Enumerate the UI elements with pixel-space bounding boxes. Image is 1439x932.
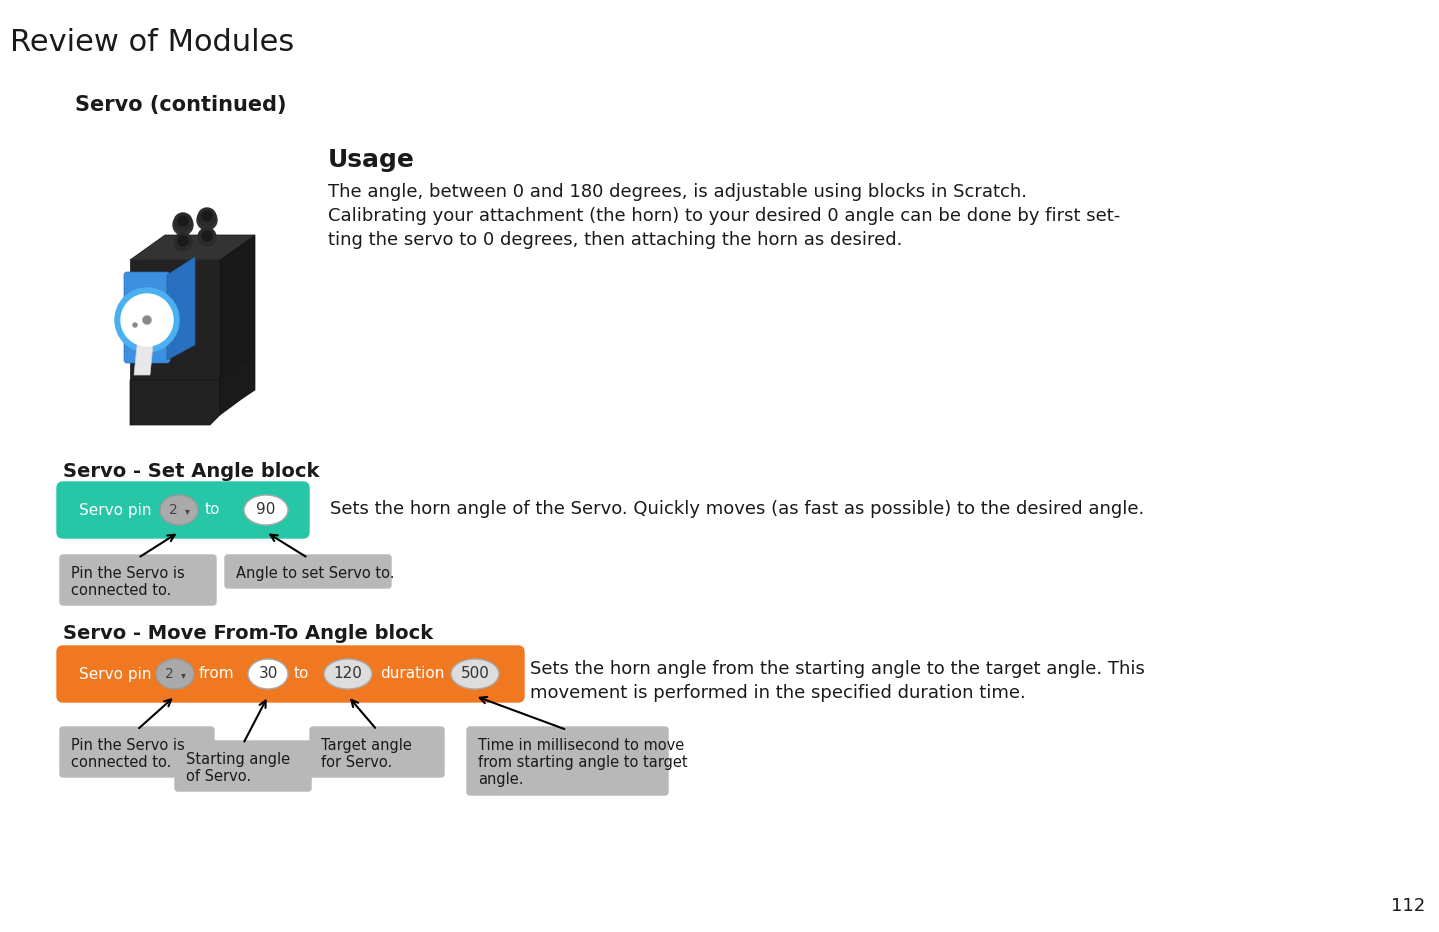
Text: 2: 2 <box>164 667 173 681</box>
Text: to: to <box>294 666 309 681</box>
Text: ▾: ▾ <box>184 506 190 516</box>
Polygon shape <box>130 235 255 260</box>
Text: Time in millisecond to move: Time in millisecond to move <box>478 738 685 753</box>
Circle shape <box>174 213 191 231</box>
Text: ting the servo to 0 degrees, then attaching the horn as desired.: ting the servo to 0 degrees, then attach… <box>328 231 902 249</box>
Text: 500: 500 <box>460 666 489 681</box>
Ellipse shape <box>248 659 288 689</box>
FancyBboxPatch shape <box>176 741 311 791</box>
Circle shape <box>131 321 140 329</box>
FancyBboxPatch shape <box>60 555 216 605</box>
FancyBboxPatch shape <box>58 482 309 538</box>
Text: Sets the horn angle from the starting angle to the target angle. This: Sets the horn angle from the starting an… <box>530 660 1145 678</box>
Circle shape <box>199 208 216 226</box>
Polygon shape <box>167 257 196 360</box>
Circle shape <box>197 230 217 250</box>
FancyBboxPatch shape <box>124 272 170 363</box>
Circle shape <box>173 215 193 235</box>
Circle shape <box>132 323 137 327</box>
Circle shape <box>142 316 151 324</box>
Text: 2: 2 <box>168 503 177 517</box>
Circle shape <box>199 228 216 246</box>
Circle shape <box>178 236 189 246</box>
Text: Target angle: Target angle <box>321 738 412 753</box>
Text: Servo - Set Angle block: Servo - Set Angle block <box>63 462 319 481</box>
Text: Sets the horn angle of the Servo. Quickly moves (as fast as possible) to the des: Sets the horn angle of the Servo. Quickl… <box>330 500 1144 518</box>
Text: 112: 112 <box>1390 897 1425 915</box>
Circle shape <box>178 216 189 226</box>
Ellipse shape <box>245 495 288 525</box>
FancyBboxPatch shape <box>59 663 75 685</box>
Polygon shape <box>220 235 255 380</box>
Text: Servo - Move From-To Angle block: Servo - Move From-To Angle block <box>63 624 433 643</box>
Polygon shape <box>220 355 255 415</box>
Text: angle.: angle. <box>478 772 524 787</box>
Text: connected to.: connected to. <box>71 755 171 770</box>
FancyBboxPatch shape <box>309 727 445 777</box>
Polygon shape <box>130 260 220 380</box>
FancyBboxPatch shape <box>58 646 524 702</box>
Ellipse shape <box>155 659 194 689</box>
Ellipse shape <box>450 659 499 689</box>
Text: Review of Modules: Review of Modules <box>10 28 294 57</box>
Text: from starting angle to target: from starting angle to target <box>478 755 688 770</box>
Text: connected to.: connected to. <box>71 583 171 598</box>
Text: ▾: ▾ <box>180 670 186 680</box>
Text: Pin the Servo is: Pin the Servo is <box>71 738 184 753</box>
Text: Starting angle: Starting angle <box>186 752 291 767</box>
Ellipse shape <box>324 659 373 689</box>
Text: 90: 90 <box>256 502 276 517</box>
Text: Servo pin: Servo pin <box>79 666 151 681</box>
FancyBboxPatch shape <box>224 555 391 588</box>
Polygon shape <box>134 325 155 375</box>
Circle shape <box>121 294 173 346</box>
Ellipse shape <box>160 495 199 525</box>
FancyBboxPatch shape <box>60 727 214 777</box>
Circle shape <box>115 288 178 352</box>
Text: duration: duration <box>380 666 445 681</box>
Text: of Servo.: of Servo. <box>186 769 252 784</box>
Circle shape <box>201 231 212 241</box>
Text: 30: 30 <box>259 666 278 681</box>
Text: movement is performed in the specified duration time.: movement is performed in the specified d… <box>530 684 1026 702</box>
Text: Servo pin: Servo pin <box>79 502 151 517</box>
Circle shape <box>197 210 217 230</box>
Text: The angle, between 0 and 180 degrees, is adjustable using blocks in Scratch.: The angle, between 0 and 180 degrees, is… <box>328 183 1027 201</box>
Text: to: to <box>204 502 220 517</box>
Circle shape <box>174 233 191 251</box>
Text: for Servo.: for Servo. <box>321 755 393 770</box>
Text: from: from <box>199 666 235 681</box>
Text: Calibrating your attachment (the horn) to your desired 0 angle can be done by fi: Calibrating your attachment (the horn) t… <box>328 207 1120 225</box>
Text: Servo (continued): Servo (continued) <box>75 95 286 115</box>
Text: 120: 120 <box>334 666 363 681</box>
FancyBboxPatch shape <box>59 499 75 521</box>
Circle shape <box>173 235 193 255</box>
Text: Pin the Servo is: Pin the Servo is <box>71 566 184 581</box>
Polygon shape <box>130 380 220 425</box>
Text: Usage: Usage <box>328 148 414 172</box>
Text: Angle to set Servo to.: Angle to set Servo to. <box>236 566 394 581</box>
FancyBboxPatch shape <box>468 727 668 795</box>
Circle shape <box>201 211 212 221</box>
